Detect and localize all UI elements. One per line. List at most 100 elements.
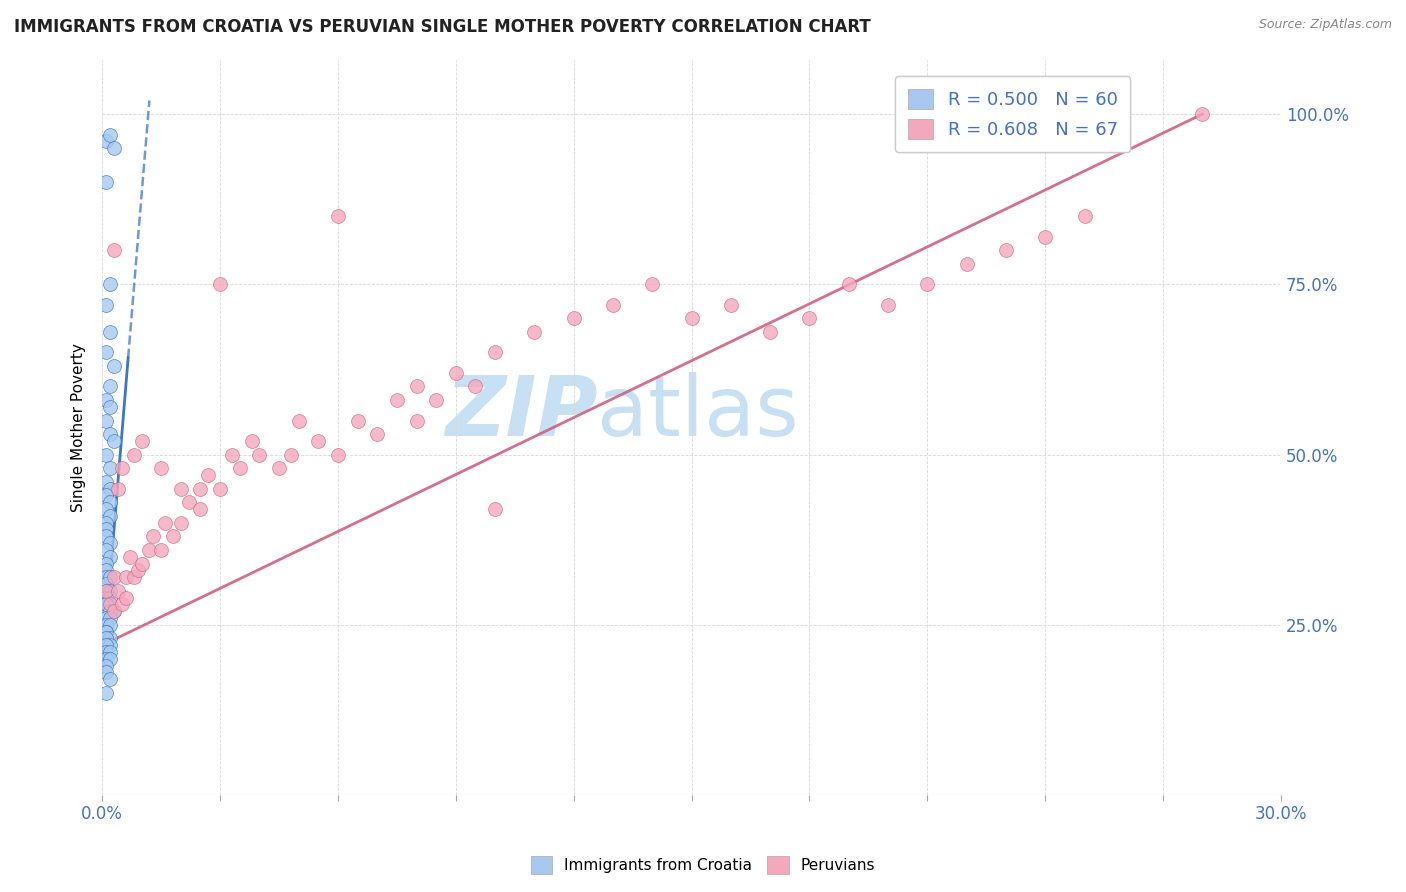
Point	[94, 563, 117, 577]
Y-axis label: Single Mother Poverty: Single Mother Poverty	[72, 343, 86, 512]
Point	[98, 549, 121, 564]
Point	[759, 325, 782, 339]
Point	[107, 583, 129, 598]
Point	[190, 502, 212, 516]
Point	[94, 523, 117, 537]
Point	[94, 638, 117, 652]
Point	[122, 448, 145, 462]
Point	[247, 448, 270, 462]
Point	[229, 461, 252, 475]
Point	[94, 516, 117, 530]
Point	[523, 325, 546, 339]
Point	[366, 427, 388, 442]
Point	[153, 516, 176, 530]
Point	[94, 591, 117, 605]
Point	[98, 400, 121, 414]
Point	[170, 516, 193, 530]
Point	[94, 583, 117, 598]
Point	[98, 461, 121, 475]
Point	[162, 529, 184, 543]
Text: ZIP: ZIP	[444, 372, 598, 453]
Point	[94, 570, 117, 584]
Point	[177, 495, 200, 509]
Point	[240, 434, 263, 448]
Point	[917, 277, 939, 292]
Point	[131, 557, 153, 571]
Point	[98, 638, 121, 652]
Point	[681, 311, 703, 326]
Point	[98, 128, 121, 142]
Point	[1033, 229, 1056, 244]
Point	[150, 542, 173, 557]
Point	[103, 434, 125, 448]
Point	[326, 448, 349, 462]
Point	[94, 658, 117, 673]
Point	[98, 495, 121, 509]
Point	[170, 482, 193, 496]
Point	[94, 298, 117, 312]
Point	[98, 645, 121, 659]
Legend: Immigrants from Croatia, Peruvians: Immigrants from Croatia, Peruvians	[524, 850, 882, 880]
Point	[385, 393, 408, 408]
Point	[94, 529, 117, 543]
Point	[138, 542, 160, 557]
Point	[111, 461, 134, 475]
Point	[103, 604, 125, 618]
Point	[103, 570, 125, 584]
Point	[111, 598, 134, 612]
Point	[94, 611, 117, 625]
Point	[94, 488, 117, 502]
Point	[94, 413, 117, 427]
Point	[94, 686, 117, 700]
Point	[484, 502, 506, 516]
Point	[994, 244, 1017, 258]
Point	[877, 298, 900, 312]
Text: IMMIGRANTS FROM CROATIA VS PERUVIAN SINGLE MOTHER POVERTY CORRELATION CHART: IMMIGRANTS FROM CROATIA VS PERUVIAN SING…	[14, 18, 870, 36]
Point	[94, 624, 117, 639]
Point	[209, 277, 232, 292]
Point	[94, 345, 117, 359]
Point	[98, 583, 121, 598]
Point	[425, 393, 447, 408]
Point	[94, 598, 117, 612]
Point	[94, 557, 117, 571]
Point	[122, 570, 145, 584]
Point	[720, 298, 742, 312]
Point	[98, 508, 121, 523]
Point	[98, 598, 121, 612]
Point	[98, 325, 121, 339]
Point	[114, 591, 136, 605]
Point	[94, 134, 117, 148]
Point	[444, 366, 467, 380]
Point	[118, 549, 141, 564]
Point	[150, 461, 173, 475]
Point	[98, 673, 121, 687]
Text: atlas: atlas	[598, 372, 799, 453]
Point	[114, 570, 136, 584]
Point	[405, 379, 427, 393]
Point	[103, 359, 125, 373]
Point	[94, 624, 117, 639]
Point	[1191, 107, 1213, 121]
Point	[142, 529, 165, 543]
Point	[94, 393, 117, 408]
Point	[287, 413, 309, 427]
Point	[103, 604, 125, 618]
Point	[98, 632, 121, 646]
Point	[94, 583, 117, 598]
Point	[267, 461, 290, 475]
Point	[94, 175, 117, 189]
Point	[956, 257, 979, 271]
Point	[602, 298, 624, 312]
Point	[98, 652, 121, 666]
Point	[98, 379, 121, 393]
Point	[98, 611, 121, 625]
Point	[94, 502, 117, 516]
Point	[98, 617, 121, 632]
Point	[94, 617, 117, 632]
Point	[209, 482, 232, 496]
Point	[94, 632, 117, 646]
Point	[799, 311, 821, 326]
Point	[98, 570, 121, 584]
Point	[307, 434, 329, 448]
